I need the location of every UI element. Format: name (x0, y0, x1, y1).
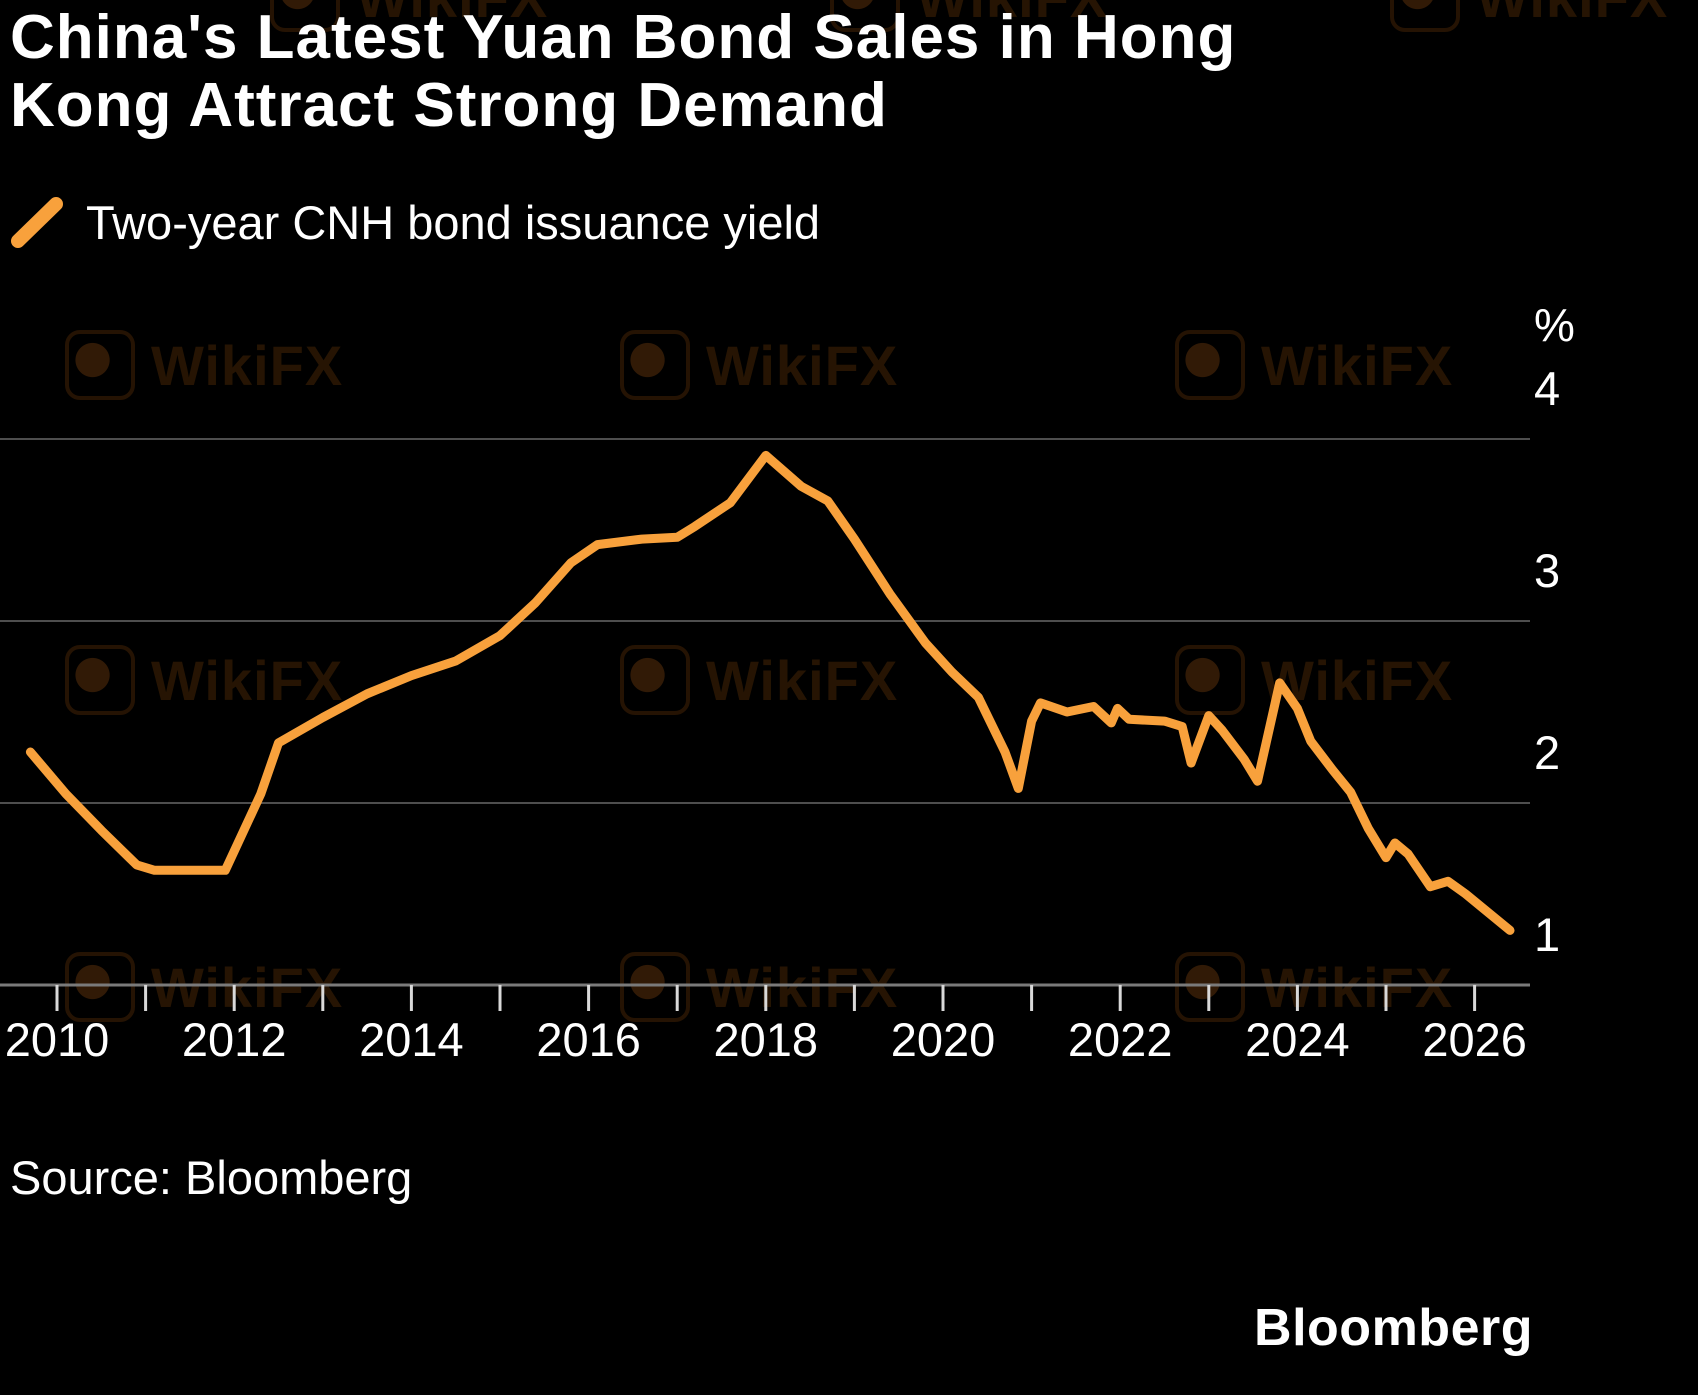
wikifx-watermark-text: WikiFX (916, 0, 1108, 30)
wikifx-watermark-text: WikiFX (706, 955, 899, 1019)
x-tick-label-2012: 2012 (181, 1013, 287, 1066)
x-tick-label-2018: 2018 (713, 1013, 819, 1066)
y-axis-unit-label: % (1534, 299, 1575, 351)
y-tick-label-2: 2 (1534, 726, 1561, 779)
wikifx-watermark: WikiFX (65, 952, 343, 1022)
wikifx-watermark: WikiFX (1175, 330, 1453, 400)
y-tick-label-3: 3 (1534, 544, 1561, 597)
wikifx-eagle-icon (620, 645, 690, 715)
series-line (25, 450, 1515, 935)
wikifx-watermark-text: WikiFX (706, 648, 899, 712)
wikifx-watermark: WikiFX (620, 952, 898, 1022)
wikifx-watermark-text: WikiFX (356, 0, 548, 30)
x-tick-label-2024: 2024 (1245, 1013, 1350, 1066)
wikifx-eagle-icon (1390, 0, 1460, 32)
chart-title-line2: Kong Attract Strong Demand (10, 71, 888, 141)
x-tick-label-2014: 2014 (359, 1013, 464, 1066)
wikifx-eagle-icon (65, 330, 135, 400)
wikifx-watermark-text: WikiFX (1476, 0, 1668, 30)
bloomberg-logo: Bloomberg (1254, 1299, 1533, 1357)
chart-title: China's Latest Yuan Bond Sales in Hong K… (10, 3, 1237, 141)
wikifx-watermark: WikiFX (1175, 645, 1453, 715)
wikifx-eagle-icon (1175, 645, 1245, 715)
wikifx-eagle-icon (1175, 330, 1245, 400)
wikifx-watermark-text: WikiFX (151, 333, 344, 397)
y-tick-label-4: 4 (1534, 362, 1561, 415)
wikifx-watermark-text: WikiFX (706, 333, 899, 397)
x-tick-label-2026: 2026 (1422, 1013, 1527, 1066)
chart-title-line1: China's Latest Yuan Bond Sales in Hong (10, 3, 1237, 72)
wikifx-watermark-text: WikiFX (1261, 955, 1454, 1019)
wikifx-watermark: WikiFX (270, 0, 548, 32)
wikifx-watermark-text: WikiFX (1261, 333, 1454, 397)
wikifx-eagle-icon (65, 952, 135, 1022)
wikifx-eagle-icon (830, 0, 900, 32)
x-tick-label-2020: 2020 (890, 1013, 996, 1066)
wikifx-watermark: WikiFX (65, 645, 343, 715)
x-tick-label-2022: 2022 (1067, 1013, 1173, 1066)
wikifx-watermark: WikiFX (830, 0, 1108, 32)
wikifx-watermark: WikiFX (620, 645, 898, 715)
wikifx-watermark: WikiFX (620, 330, 898, 400)
wikifx-watermark-text: WikiFX (151, 955, 344, 1019)
wikifx-eagle-icon (270, 0, 340, 32)
wikifx-eagle-icon (65, 645, 135, 715)
wikifx-watermark: WikiFX (65, 330, 343, 400)
legend-label: Two-year CNH bond issuance yield (86, 195, 821, 249)
wikifx-eagle-icon (620, 330, 690, 400)
x-tick-label-2016: 2016 (536, 1013, 641, 1066)
y-tick-label-1: 1 (1534, 908, 1561, 961)
wikifx-watermark: WikiFX (1390, 0, 1668, 32)
x-tick-label-2010: 2010 (4, 1013, 110, 1066)
source-credit: Source: Bloomberg (10, 1151, 413, 1204)
legend: Two-year CNH bond issuance yield (10, 194, 820, 250)
wikifx-watermark-text: WikiFX (151, 648, 344, 712)
legend-line-swatch-icon (11, 197, 63, 248)
